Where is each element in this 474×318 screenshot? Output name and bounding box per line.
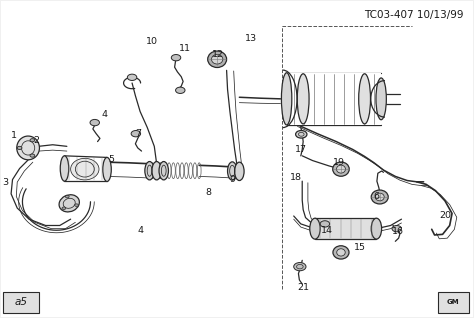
Ellipse shape <box>337 165 346 173</box>
Text: 17: 17 <box>295 145 307 154</box>
Ellipse shape <box>17 136 39 160</box>
Ellipse shape <box>235 162 244 181</box>
Text: 18: 18 <box>290 174 302 183</box>
Text: 6: 6 <box>374 192 379 202</box>
Circle shape <box>74 204 78 206</box>
Circle shape <box>294 263 306 271</box>
Text: 16: 16 <box>392 227 404 236</box>
Text: 19: 19 <box>333 158 345 167</box>
Text: 4: 4 <box>101 110 108 119</box>
Ellipse shape <box>337 249 345 256</box>
Bar <box>287 73 381 125</box>
Ellipse shape <box>145 162 155 180</box>
Circle shape <box>171 54 181 61</box>
Text: 14: 14 <box>321 226 333 235</box>
Circle shape <box>62 207 66 210</box>
Circle shape <box>30 139 35 142</box>
Ellipse shape <box>211 54 223 64</box>
Ellipse shape <box>333 246 349 259</box>
Circle shape <box>17 146 22 149</box>
Text: 9: 9 <box>229 175 235 184</box>
Text: 10: 10 <box>146 37 158 46</box>
Circle shape <box>90 120 100 126</box>
Ellipse shape <box>71 158 99 180</box>
Ellipse shape <box>59 195 79 212</box>
Ellipse shape <box>228 162 237 180</box>
Text: 15: 15 <box>354 243 366 252</box>
Ellipse shape <box>103 157 111 182</box>
Text: 7: 7 <box>135 129 141 138</box>
Text: 1: 1 <box>11 131 17 140</box>
Circle shape <box>296 130 307 138</box>
Ellipse shape <box>371 190 388 204</box>
Ellipse shape <box>208 51 227 67</box>
Bar <box>315 218 376 239</box>
Text: 2: 2 <box>33 135 39 144</box>
Ellipse shape <box>359 74 371 124</box>
Circle shape <box>320 221 329 227</box>
Ellipse shape <box>375 193 384 201</box>
Ellipse shape <box>297 74 309 124</box>
Circle shape <box>392 225 401 232</box>
Text: 11: 11 <box>179 44 191 53</box>
Circle shape <box>175 87 185 93</box>
FancyBboxPatch shape <box>438 292 469 313</box>
Text: 13: 13 <box>245 34 257 43</box>
Circle shape <box>65 195 69 198</box>
Ellipse shape <box>159 162 168 180</box>
Ellipse shape <box>310 218 320 239</box>
Circle shape <box>131 130 141 137</box>
Text: 20: 20 <box>439 211 451 220</box>
FancyBboxPatch shape <box>3 292 38 313</box>
Ellipse shape <box>376 78 386 120</box>
Text: GM: GM <box>447 299 459 305</box>
Text: TC03-407 10/13/99: TC03-407 10/13/99 <box>365 10 464 20</box>
Ellipse shape <box>152 162 161 180</box>
Ellipse shape <box>282 73 292 125</box>
Text: 5: 5 <box>109 155 115 163</box>
Text: 21: 21 <box>297 283 309 292</box>
Circle shape <box>30 154 35 157</box>
Circle shape <box>128 74 137 80</box>
Text: 8: 8 <box>206 188 212 197</box>
Text: 12: 12 <box>212 50 224 59</box>
Ellipse shape <box>333 162 349 176</box>
Ellipse shape <box>371 218 382 239</box>
Text: 4: 4 <box>137 226 143 235</box>
Text: a5: a5 <box>14 297 27 307</box>
Text: 3: 3 <box>2 178 9 187</box>
Ellipse shape <box>60 156 69 181</box>
